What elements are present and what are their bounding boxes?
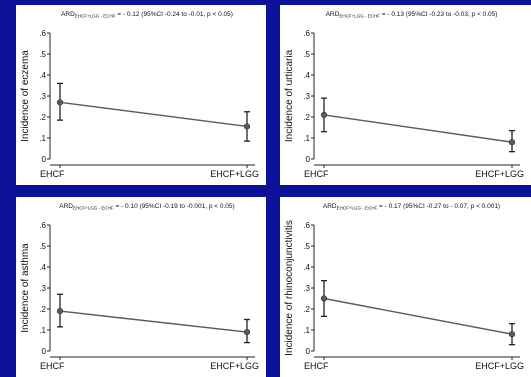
- chart-annotation: ARDEHCF+LGG - ECHF = - 0.13 (95%CI -0.23…: [326, 11, 498, 19]
- data-point: [56, 99, 64, 106]
- chart-panel-asthma: ARDEHCF+LGG - ECHF = - 0.10 (95%CI -0.19…: [16, 197, 266, 377]
- annotation-text: = - 0.17 (95%CI -0.27 to - 0.07, p < 0.0…: [377, 203, 500, 210]
- data-point: [320, 295, 328, 302]
- data-point: [243, 329, 251, 336]
- y-tick-label: .1: [39, 326, 46, 335]
- y-tick-label: .4: [39, 263, 46, 272]
- y-tick-label: .3: [39, 284, 46, 293]
- annotation-subscript: EHCF+LGG - ECHF: [339, 14, 380, 19]
- x-tick-label: EHCF: [40, 169, 65, 179]
- chart-panel-rhinoconjunctivitis: ARDEHCF+LGG - ECHF = - 0.17 (95%CI -0.27…: [280, 197, 531, 377]
- y-tick-label: .1: [303, 326, 310, 335]
- x-tick-label: EHCF+LGG: [210, 169, 259, 179]
- chart-asthma: ARDEHCF+LGG - ECHF = - 0.10 (95%CI -0.19…: [20, 203, 259, 371]
- y-tick-label: .1: [39, 134, 46, 143]
- data-point: [320, 111, 328, 118]
- y-tick-label: .4: [39, 71, 46, 80]
- chart-panel-eczema: ARDEHCF+LGG - ECHF = - 0.12 (95%CI -0.24…: [16, 5, 266, 185]
- chart-annotation: ARDEHCF+LGG - ECHF = - 0.12 (95%CI -0.24…: [61, 11, 233, 19]
- chart-annotation: ARDEHCF+LGG - ECHF = - 0.17 (95%CI -0.27…: [323, 203, 500, 211]
- y-tick-label: 0: [42, 155, 47, 164]
- y-tick-label: .6: [303, 221, 310, 230]
- y-tick-label: .3: [39, 92, 46, 101]
- x-tick-label: EHCF: [304, 361, 329, 371]
- x-tick-label: EHCF+LGG: [475, 169, 524, 179]
- x-tick-label: EHCF+LGG: [210, 361, 259, 371]
- y-tick-label: .5: [303, 242, 310, 251]
- y-axis-label: Incidence of eczema: [20, 50, 31, 142]
- y-axis-label: Incidence of urticaria: [284, 49, 295, 142]
- y-tick-label: .2: [39, 113, 46, 122]
- y-tick-label: .2: [39, 305, 46, 314]
- y-tick-label: .2: [303, 113, 310, 122]
- data-point: [508, 139, 516, 146]
- y-tick-label: .4: [303, 71, 310, 80]
- chart-eczema: ARDEHCF+LGG - ECHF = - 0.12 (95%CI -0.24…: [20, 11, 259, 179]
- y-tick-label: .5: [39, 242, 46, 251]
- y-tick-label: .3: [303, 92, 310, 101]
- series-line: [323, 114, 513, 143]
- data-point: [243, 123, 251, 130]
- chart-annotation: ARDEHCF+LGG - ECHF = - 0.10 (95%CI -0.19…: [59, 203, 234, 211]
- y-tick-label: .2: [303, 305, 310, 314]
- annotation-subscript: EHCF+LGG - ECHF: [73, 206, 114, 211]
- annotation-ard: ARD: [323, 203, 337, 210]
- x-tick-label: EHCF+LGG: [475, 361, 524, 371]
- data-point: [56, 307, 64, 315]
- annotation-text: = - 0.12 (95%CI -0.24 to -0.01, p < 0.05…: [115, 11, 232, 18]
- annotation-ard: ARD: [59, 203, 73, 210]
- y-tick-label: .6: [39, 29, 46, 38]
- chart-urticaria: ARDEHCF+LGG - ECHF = - 0.13 (95%CI -0.23…: [284, 11, 524, 179]
- y-tick-label: .4: [303, 263, 310, 272]
- annotation-ard: ARD: [326, 11, 340, 18]
- annotation-subscript: EHCF+LGG - ECHF: [337, 206, 378, 211]
- y-tick-label: .6: [39, 221, 46, 230]
- series-line: [59, 310, 248, 333]
- annotation-text: = - 0.10 (95%CI -0.19 to -0.001, p < 0.0…: [114, 203, 235, 210]
- y-tick-label: 0: [306, 347, 311, 356]
- y-tick-label: 0: [306, 155, 311, 164]
- y-tick-label: 0: [42, 347, 47, 356]
- y-axis-label: Incidence of asthma: [20, 243, 31, 333]
- chart-rhinoconjunctivitis: ARDEHCF+LGG - ECHF = - 0.17 (95%CI -0.27…: [284, 203, 524, 371]
- x-tick-label: EHCF: [304, 169, 329, 179]
- annotation-subscript: EHCF+LGG - ECHF: [75, 14, 116, 19]
- x-tick-label: EHCF: [40, 361, 65, 371]
- series-line: [59, 101, 248, 128]
- data-point: [508, 331, 516, 338]
- y-tick-label: .6: [303, 29, 310, 38]
- y-tick-label: .3: [303, 284, 310, 293]
- y-tick-label: .5: [303, 50, 310, 59]
- annotation-text: = - 0.13 (95%CI -0.23 to -0.03, p < 0.05…: [380, 11, 497, 18]
- y-tick-label: .5: [39, 50, 46, 59]
- chart-panel-urticaria: ARDEHCF+LGG - ECHF = - 0.13 (95%CI -0.23…: [280, 5, 531, 185]
- y-tick-label: .1: [303, 134, 310, 143]
- annotation-ard: ARD: [61, 11, 75, 18]
- series-line: [323, 297, 513, 335]
- y-axis-label: Incidence of rhinoconjunctivitis: [284, 220, 295, 356]
